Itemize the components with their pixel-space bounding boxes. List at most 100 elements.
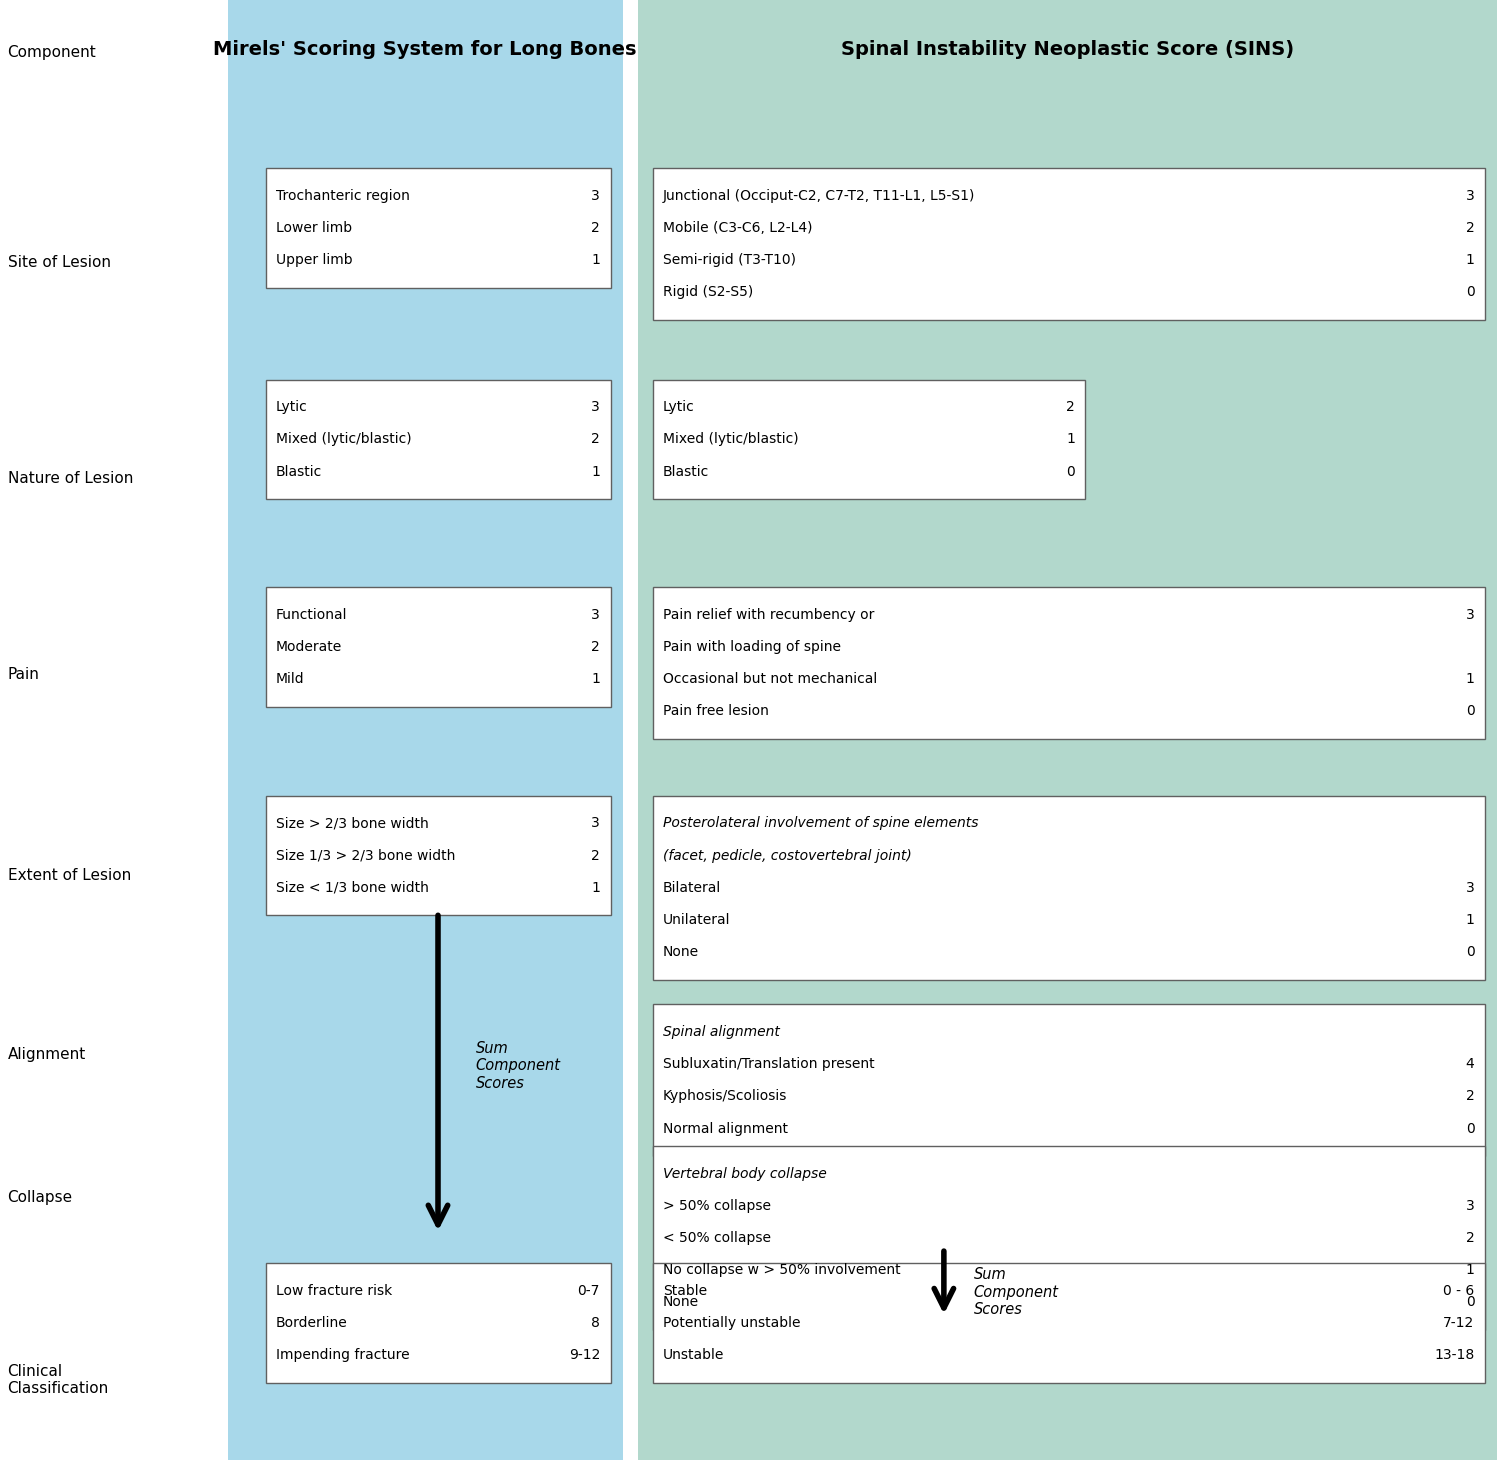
Text: Clinical
Classification: Clinical Classification (8, 1364, 108, 1396)
Text: Semi-rigid (T3-T10): Semi-rigid (T3-T10) (663, 253, 796, 267)
Text: 3: 3 (591, 400, 600, 415)
Text: Site of Lesion: Site of Lesion (8, 255, 111, 270)
Text: Trochanteric region: Trochanteric region (276, 188, 410, 203)
Text: Mixed (lytic/blastic): Mixed (lytic/blastic) (276, 432, 411, 447)
Text: Vertebral body collapse: Vertebral body collapse (663, 1167, 826, 1181)
Text: Size < 1/3 bone width: Size < 1/3 bone width (276, 880, 429, 895)
Text: 8: 8 (591, 1315, 600, 1330)
Text: Pain relief with recumbency or: Pain relief with recumbency or (663, 607, 874, 622)
Text: 7-12: 7-12 (1443, 1315, 1474, 1330)
Text: Lytic: Lytic (663, 400, 694, 415)
Text: 1: 1 (1466, 1263, 1474, 1278)
Text: 0: 0 (1466, 1295, 1474, 1310)
FancyBboxPatch shape (652, 1263, 1485, 1383)
Text: Low fracture risk: Low fracture risk (276, 1283, 393, 1298)
Text: < 50% collapse: < 50% collapse (663, 1231, 771, 1245)
Text: Mild: Mild (276, 672, 304, 686)
Text: 3: 3 (591, 607, 600, 622)
Text: 2: 2 (591, 432, 600, 447)
Text: 0: 0 (1466, 704, 1474, 718)
Text: Sum
Component
Scores: Sum Component Scores (476, 1041, 561, 1091)
Text: Mirels' Scoring System for Long Bones: Mirels' Scoring System for Long Bones (213, 39, 638, 60)
Text: 2: 2 (1066, 400, 1076, 415)
Text: 0-7: 0-7 (578, 1283, 600, 1298)
Text: Pain with loading of spine: Pain with loading of spine (663, 639, 842, 654)
Text: 1: 1 (1466, 912, 1474, 927)
Text: 3: 3 (1466, 880, 1474, 895)
Text: 0: 0 (1466, 945, 1474, 959)
Text: Occasional but not mechanical: Occasional but not mechanical (663, 672, 878, 686)
Bar (228, 0, 622, 1460)
Text: 3: 3 (1466, 607, 1474, 622)
Text: Size > 2/3 bone width: Size > 2/3 bone width (276, 816, 429, 831)
Text: 2: 2 (1466, 1231, 1474, 1245)
FancyBboxPatch shape (652, 1004, 1485, 1156)
Text: Pain: Pain (8, 667, 39, 682)
Text: Borderline: Borderline (276, 1315, 348, 1330)
Text: Moderate: Moderate (276, 639, 342, 654)
FancyBboxPatch shape (652, 587, 1485, 739)
Text: Size 1/3 > 2/3 bone width: Size 1/3 > 2/3 bone width (276, 848, 456, 863)
FancyBboxPatch shape (266, 796, 610, 915)
FancyBboxPatch shape (266, 587, 610, 707)
Text: Component: Component (8, 45, 96, 60)
Text: Stable: Stable (663, 1283, 706, 1298)
Text: Blastic: Blastic (276, 464, 322, 479)
Text: 9-12: 9-12 (568, 1348, 600, 1362)
FancyBboxPatch shape (652, 796, 1485, 980)
Text: Spinal alignment: Spinal alignment (663, 1025, 780, 1040)
FancyBboxPatch shape (266, 1263, 610, 1383)
Text: 2: 2 (1466, 1089, 1474, 1104)
Text: Unilateral: Unilateral (663, 912, 730, 927)
Text: Upper limb: Upper limb (276, 253, 352, 267)
Text: Extent of Lesion: Extent of Lesion (8, 869, 130, 883)
Text: None: None (663, 945, 699, 959)
FancyBboxPatch shape (652, 380, 1086, 499)
Text: 0 - 6: 0 - 6 (1443, 1283, 1474, 1298)
Text: 3: 3 (1466, 188, 1474, 203)
Text: Mixed (lytic/blastic): Mixed (lytic/blastic) (663, 432, 798, 447)
Text: Lower limb: Lower limb (276, 220, 352, 235)
Text: 4: 4 (1466, 1057, 1474, 1072)
Text: Impending fracture: Impending fracture (276, 1348, 410, 1362)
Text: Alignment: Alignment (8, 1047, 86, 1061)
Text: 3: 3 (1466, 1199, 1474, 1213)
Text: 13-18: 13-18 (1434, 1348, 1474, 1362)
Text: Lytic: Lytic (276, 400, 308, 415)
Text: (facet, pedicle, costovertebral joint): (facet, pedicle, costovertebral joint) (663, 848, 912, 863)
Text: 1: 1 (591, 672, 600, 686)
Text: None: None (663, 1295, 699, 1310)
Text: Kyphosis/Scoliosis: Kyphosis/Scoliosis (663, 1089, 788, 1104)
Text: 1: 1 (591, 880, 600, 895)
Text: 3: 3 (591, 816, 600, 831)
Text: Collapse: Collapse (8, 1190, 72, 1204)
Text: Potentially unstable: Potentially unstable (663, 1315, 801, 1330)
Bar (638, 0, 1497, 1460)
FancyBboxPatch shape (652, 1146, 1485, 1330)
Text: Subluxatin/Translation present: Subluxatin/Translation present (663, 1057, 874, 1072)
Text: No collapse w > 50% involvement: No collapse w > 50% involvement (663, 1263, 900, 1278)
Text: Pain free lesion: Pain free lesion (663, 704, 770, 718)
Text: 0: 0 (1066, 464, 1076, 479)
Text: 2: 2 (591, 848, 600, 863)
Text: 2: 2 (591, 639, 600, 654)
Text: Unstable: Unstable (663, 1348, 724, 1362)
Text: 1: 1 (1466, 672, 1474, 686)
FancyBboxPatch shape (266, 168, 610, 288)
FancyBboxPatch shape (266, 380, 610, 499)
Text: Blastic: Blastic (663, 464, 710, 479)
Text: 3: 3 (591, 188, 600, 203)
Text: Functional: Functional (276, 607, 348, 622)
Text: 0: 0 (1466, 1121, 1474, 1136)
FancyBboxPatch shape (652, 168, 1485, 320)
Text: 1: 1 (1466, 253, 1474, 267)
Text: Posterolateral involvement of spine elements: Posterolateral involvement of spine elem… (663, 816, 978, 831)
Text: Junctional (Occiput-C2, C7-T2, T11-L1, L5-S1): Junctional (Occiput-C2, C7-T2, T11-L1, L… (663, 188, 975, 203)
Text: 0: 0 (1466, 285, 1474, 299)
Text: Mobile (C3-C6, L2-L4): Mobile (C3-C6, L2-L4) (663, 220, 813, 235)
Text: Nature of Lesion: Nature of Lesion (8, 472, 134, 486)
Text: Rigid (S2-S5): Rigid (S2-S5) (663, 285, 753, 299)
Text: Spinal Instability Neoplastic Score (SINS): Spinal Instability Neoplastic Score (SIN… (840, 39, 1294, 60)
Text: 2: 2 (1466, 220, 1474, 235)
Text: Sum
Component
Scores: Sum Component Scores (974, 1267, 1059, 1317)
